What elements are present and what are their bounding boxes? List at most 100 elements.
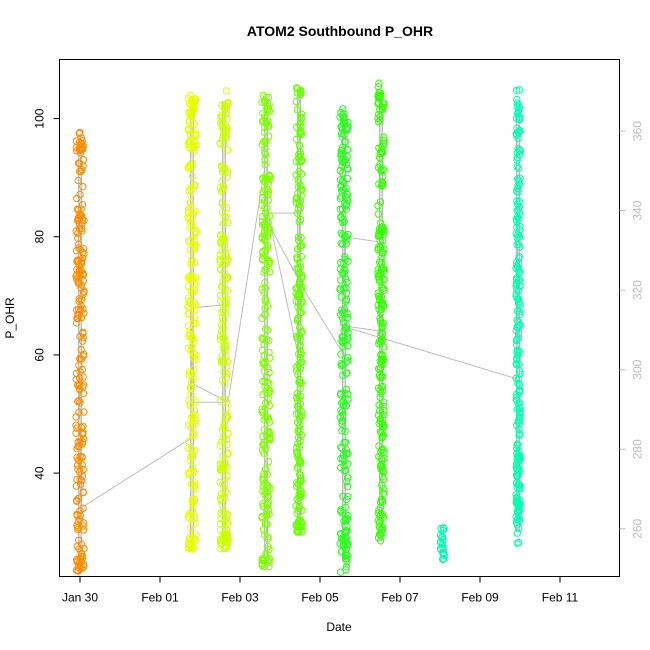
data-point (379, 142, 387, 151)
data-point (343, 123, 351, 132)
data-point (191, 241, 199, 249)
data-point (184, 205, 193, 213)
data-point (298, 528, 306, 536)
data-point (220, 480, 229, 488)
data-point (376, 89, 384, 97)
data-point (342, 324, 350, 333)
data-point (79, 488, 87, 497)
data-point (294, 303, 302, 311)
data-point (261, 155, 269, 164)
data-point (79, 352, 88, 360)
data-point (72, 275, 81, 283)
data-point (218, 177, 227, 185)
data-point (79, 560, 88, 569)
data-point (266, 172, 274, 180)
data-point (296, 486, 304, 494)
data-point (222, 133, 231, 141)
data-point (261, 186, 269, 194)
data-point (516, 485, 524, 493)
data-point (342, 566, 350, 574)
data-point (258, 514, 266, 522)
data-point (184, 294, 192, 302)
data-point (376, 393, 384, 402)
data-point (512, 336, 521, 345)
data-point (297, 349, 305, 357)
data-point (513, 341, 521, 349)
data-point (294, 523, 302, 531)
data-point (261, 465, 270, 473)
data-point (187, 271, 196, 279)
x-tick-label: Feb 09 (461, 591, 499, 605)
data-point (258, 285, 266, 293)
data-point (189, 211, 197, 220)
data-point (513, 455, 521, 463)
data-point (79, 465, 88, 474)
data-point (513, 539, 521, 547)
data-point (341, 438, 350, 446)
data-point (515, 254, 523, 262)
data-point (336, 166, 344, 175)
data-point (341, 521, 349, 530)
data-point (74, 279, 82, 287)
data-point (187, 444, 196, 453)
y-tick-label: 80 (33, 230, 47, 244)
data-point (259, 188, 267, 197)
y2-tick-label: 340 (631, 200, 645, 220)
data-point (297, 170, 306, 178)
data-point (189, 543, 198, 552)
data-point (376, 198, 385, 206)
data-point (514, 318, 522, 326)
data-point (259, 390, 267, 399)
data-point (514, 188, 522, 196)
data-point (296, 307, 304, 315)
data-point (379, 165, 387, 174)
data-point (218, 308, 226, 317)
data-point (514, 164, 523, 172)
data-point (297, 308, 305, 317)
data-point (72, 369, 81, 377)
data-point (512, 491, 520, 499)
data-point (223, 536, 232, 545)
data-point (261, 304, 269, 312)
data-point (344, 540, 352, 548)
data-point (379, 360, 387, 368)
data-point (376, 373, 384, 382)
data-point (222, 404, 230, 413)
data-point (259, 432, 267, 441)
data-point (338, 146, 347, 154)
data-point (341, 427, 349, 435)
data-point (74, 205, 83, 214)
data-point (380, 343, 388, 351)
data-points (72, 79, 524, 576)
data-point (259, 109, 267, 117)
data-point (374, 273, 383, 281)
data-point (265, 498, 273, 506)
data-point (191, 420, 199, 429)
data-point (516, 515, 524, 524)
data-point (216, 478, 224, 487)
data-point (73, 555, 81, 564)
data-point (78, 257, 86, 265)
data-point (191, 351, 199, 359)
data-point (222, 127, 230, 136)
data-point (295, 324, 304, 332)
data-point (337, 547, 346, 556)
data-point (379, 467, 387, 476)
data-point (338, 333, 346, 341)
data-point (192, 301, 200, 309)
data-point (261, 399, 270, 407)
data-point (221, 337, 229, 345)
data-point (222, 344, 230, 352)
data-point (514, 524, 523, 532)
data-point (293, 443, 301, 452)
data-point (515, 413, 524, 421)
data-point (376, 243, 384, 252)
data-point (219, 536, 228, 544)
data-point (218, 438, 226, 446)
data-point (375, 293, 383, 301)
data-point (298, 283, 306, 291)
y2-tick-label: 280 (631, 439, 645, 459)
data-point (76, 480, 85, 489)
data-point (292, 97, 301, 106)
